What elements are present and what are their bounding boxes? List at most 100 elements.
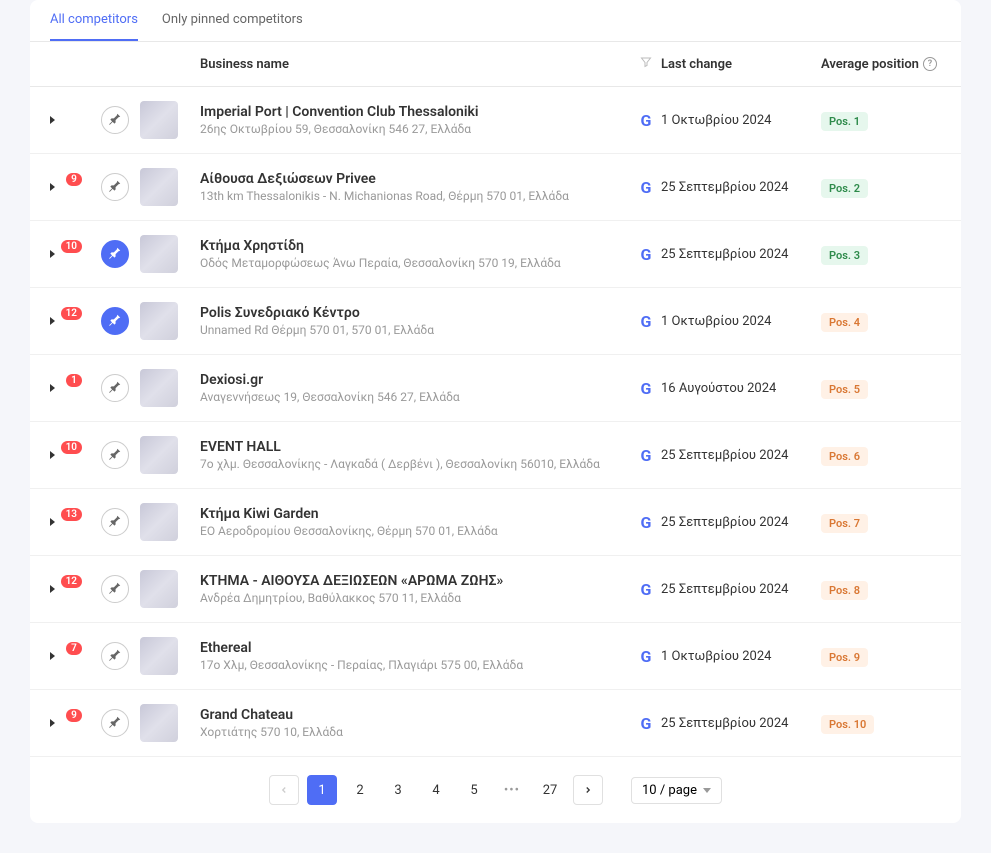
pin-button[interactable] (101, 575, 129, 603)
position-badge: Pos. 4 (821, 313, 868, 332)
competitors-panel: All competitors Only pinned competitors … (30, 0, 961, 823)
business-thumbnail (140, 101, 178, 139)
expand-button[interactable]: 13 (50, 518, 90, 526)
expand-button[interactable]: 10 (50, 451, 90, 459)
info-icon[interactable]: ? (923, 57, 937, 71)
business-name-cell[interactable]: Ethereal 17ο Χλμ, Θεσσαλονίκης - Περαίας,… (190, 640, 631, 672)
page-number[interactable]: 1 (307, 775, 337, 805)
business-name-cell[interactable]: Dexiosi.grΑναγεννήσεως 19, Θεσσαλονίκη 5… (190, 372, 631, 404)
caret-right-icon (50, 585, 55, 593)
pin-button[interactable] (101, 709, 129, 737)
position-badge: Pos. 2 (821, 179, 868, 198)
filter-icon[interactable] (631, 56, 661, 72)
google-icon: G (641, 111, 652, 130)
caret-right-icon (50, 652, 55, 660)
position-badge: Pos. 10 (821, 715, 874, 734)
header-avg-position[interactable]: Average position ? (821, 57, 941, 72)
last-change: 1 Οκτωβρίου 2024 (661, 314, 821, 329)
business-thumbnail (140, 704, 178, 742)
business-name-cell[interactable]: Polis Συνεδριακό ΚέντροUnnamed Rd Θέρμη … (190, 305, 631, 337)
google-icon: G (641, 580, 652, 599)
business-name-cell[interactable]: Κτήμα Kiwi GardenΕΟ Αεροδρομίου Θεσσαλον… (190, 506, 631, 538)
expand-button[interactable]: 1 (50, 384, 90, 392)
expand-button[interactable]: 10 (50, 250, 90, 258)
business-name: Ethereal (200, 640, 631, 656)
last-change: 25 Σεπτεμβρίου 2024 (661, 515, 821, 530)
business-name-cell[interactable]: EVENT HALL7ο χλμ. Θεσσαλονίκης - Λαγκαδά… (190, 439, 631, 471)
table-row: 10 Κτήμα ΧρηστίδηΟδός Μεταμορφώσεως Άνω Π… (30, 221, 961, 288)
business-name-cell[interactable]: Imperial Port | Convention Club Thessalo… (190, 104, 631, 136)
expand-button[interactable]: 12 (50, 585, 90, 593)
pin-icon (108, 647, 122, 666)
table-row: 12 Polis Συνεδριακό ΚέντροUnnamed Rd Θέρμ… (30, 288, 961, 355)
last-change: 25 Σεπτεμβρίου 2024 (661, 247, 821, 262)
page-next[interactable] (573, 775, 603, 805)
pin-button[interactable] (101, 508, 129, 536)
pagination: 12345 ••• 27 10 / page (30, 757, 961, 823)
pin-button[interactable] (101, 106, 129, 134)
business-address: Οδός Μεταμορφώσεως Άνω Περαία, Θεσσαλονί… (200, 256, 631, 270)
business-name: Αίθουσα Δεξιώσεων Privee (200, 171, 631, 187)
page-number[interactable]: 4 (421, 775, 451, 805)
pin-icon (108, 312, 122, 331)
business-address: 17ο Χλμ, Θεσσαλονίκης - Περαίας, Πλαγιάρ… (200, 658, 631, 672)
table-row: 10 EVENT HALL7ο χλμ. Θεσσαλονίκης - Λαγκα… (30, 422, 961, 489)
page-size-label: 10 / page (642, 783, 697, 798)
expand-button[interactable]: 9 (50, 183, 90, 191)
business-address: Ανδρέα Δημητρίου, Βαθύλακκος 570 11, Ελλ… (200, 591, 631, 605)
business-name: ΚΤΗΜΑ - ΑΙΘΟΥΣΑ ΔΕΞΙΩΣΕΩΝ «ΑΡΩΜΑ ΖΩΗΣ» (200, 573, 631, 589)
expand-button[interactable]: 9 (50, 719, 90, 727)
business-address: Χορτιάτης 570 10, Ελλάδα (200, 725, 631, 739)
pin-button[interactable] (101, 240, 129, 268)
last-change: 25 Σεπτεμβρίου 2024 (661, 180, 821, 195)
pin-button[interactable] (101, 374, 129, 402)
page-number[interactable]: 2 (345, 775, 375, 805)
expand-button[interactable] (50, 116, 90, 124)
pin-button[interactable] (101, 307, 129, 335)
business-name-cell[interactable]: Αίθουσα Δεξιώσεων Privee13th km Thessalo… (190, 171, 631, 203)
count-badge: 12 (61, 307, 82, 320)
table-row: 9Grand ChateauΧορτιάτης 570 10, ΕλλάδαG2… (30, 690, 961, 757)
business-thumbnail (140, 302, 178, 340)
pin-icon (108, 580, 122, 599)
count-badge: 9 (66, 173, 82, 186)
expand-button[interactable]: 7 (50, 652, 90, 660)
pin-button[interactable] (101, 642, 129, 670)
page-number[interactable]: 3 (383, 775, 413, 805)
position-badge: Pos. 3 (821, 246, 868, 265)
google-icon: G (641, 714, 652, 733)
business-name-cell[interactable]: ΚΤΗΜΑ - ΑΙΘΟΥΣΑ ΔΕΞΙΩΣΕΩΝ «ΑΡΩΜΑ ΖΩΗΣ» Αν… (190, 573, 631, 605)
google-icon: G (641, 245, 652, 264)
business-name: Dexiosi.gr (200, 372, 631, 388)
count-badge: 10 (61, 240, 82, 253)
last-change: 25 Σεπτεμβρίου 2024 (661, 582, 821, 597)
table-row: Imperial Port | Convention Club Thessalo… (30, 87, 961, 154)
tab-all-competitors[interactable]: All competitors (50, 0, 138, 41)
count-badge: 1 (66, 374, 82, 387)
google-icon: G (641, 446, 652, 465)
pin-button[interactable] (101, 441, 129, 469)
business-name-cell[interactable]: Grand ChateauΧορτιάτης 570 10, Ελλάδα (190, 707, 631, 739)
business-name: Κτήμα Kiwi Garden (200, 506, 631, 522)
table-row: 1 Dexiosi.grΑναγεννήσεως 19, Θεσσαλονίκη … (30, 355, 961, 422)
business-thumbnail (140, 570, 178, 608)
pin-icon (108, 245, 122, 264)
header-last-change[interactable]: Last change (661, 57, 821, 72)
business-address: 26ης Οκτωβρίου 59, Θεσσαλονίκη 546 27, Ε… (200, 122, 631, 136)
business-name-cell[interactable]: Κτήμα ΧρηστίδηΟδός Μεταμορφώσεως Άνω Περ… (190, 238, 631, 270)
pin-button[interactable] (101, 173, 129, 201)
page-size-select[interactable]: 10 / page (631, 777, 722, 804)
position-badge: Pos. 8 (821, 581, 868, 600)
google-icon: G (641, 513, 652, 532)
last-change: 25 Σεπτεμβρίου 2024 (661, 448, 821, 463)
page-ellipsis[interactable]: ••• (497, 775, 527, 805)
page-number[interactable]: 5 (459, 775, 489, 805)
chevron-down-icon (703, 788, 711, 793)
page-last[interactable]: 27 (535, 775, 565, 805)
business-thumbnail (140, 369, 178, 407)
business-address: Unnamed Rd Θέρμη 570 01, 570 01, Ελλάδα (200, 323, 631, 337)
page-prev[interactable] (269, 775, 299, 805)
expand-button[interactable]: 12 (50, 317, 90, 325)
last-change: 16 Αυγούστου 2024 (661, 381, 821, 396)
tab-pinned-competitors[interactable]: Only pinned competitors (162, 0, 303, 41)
